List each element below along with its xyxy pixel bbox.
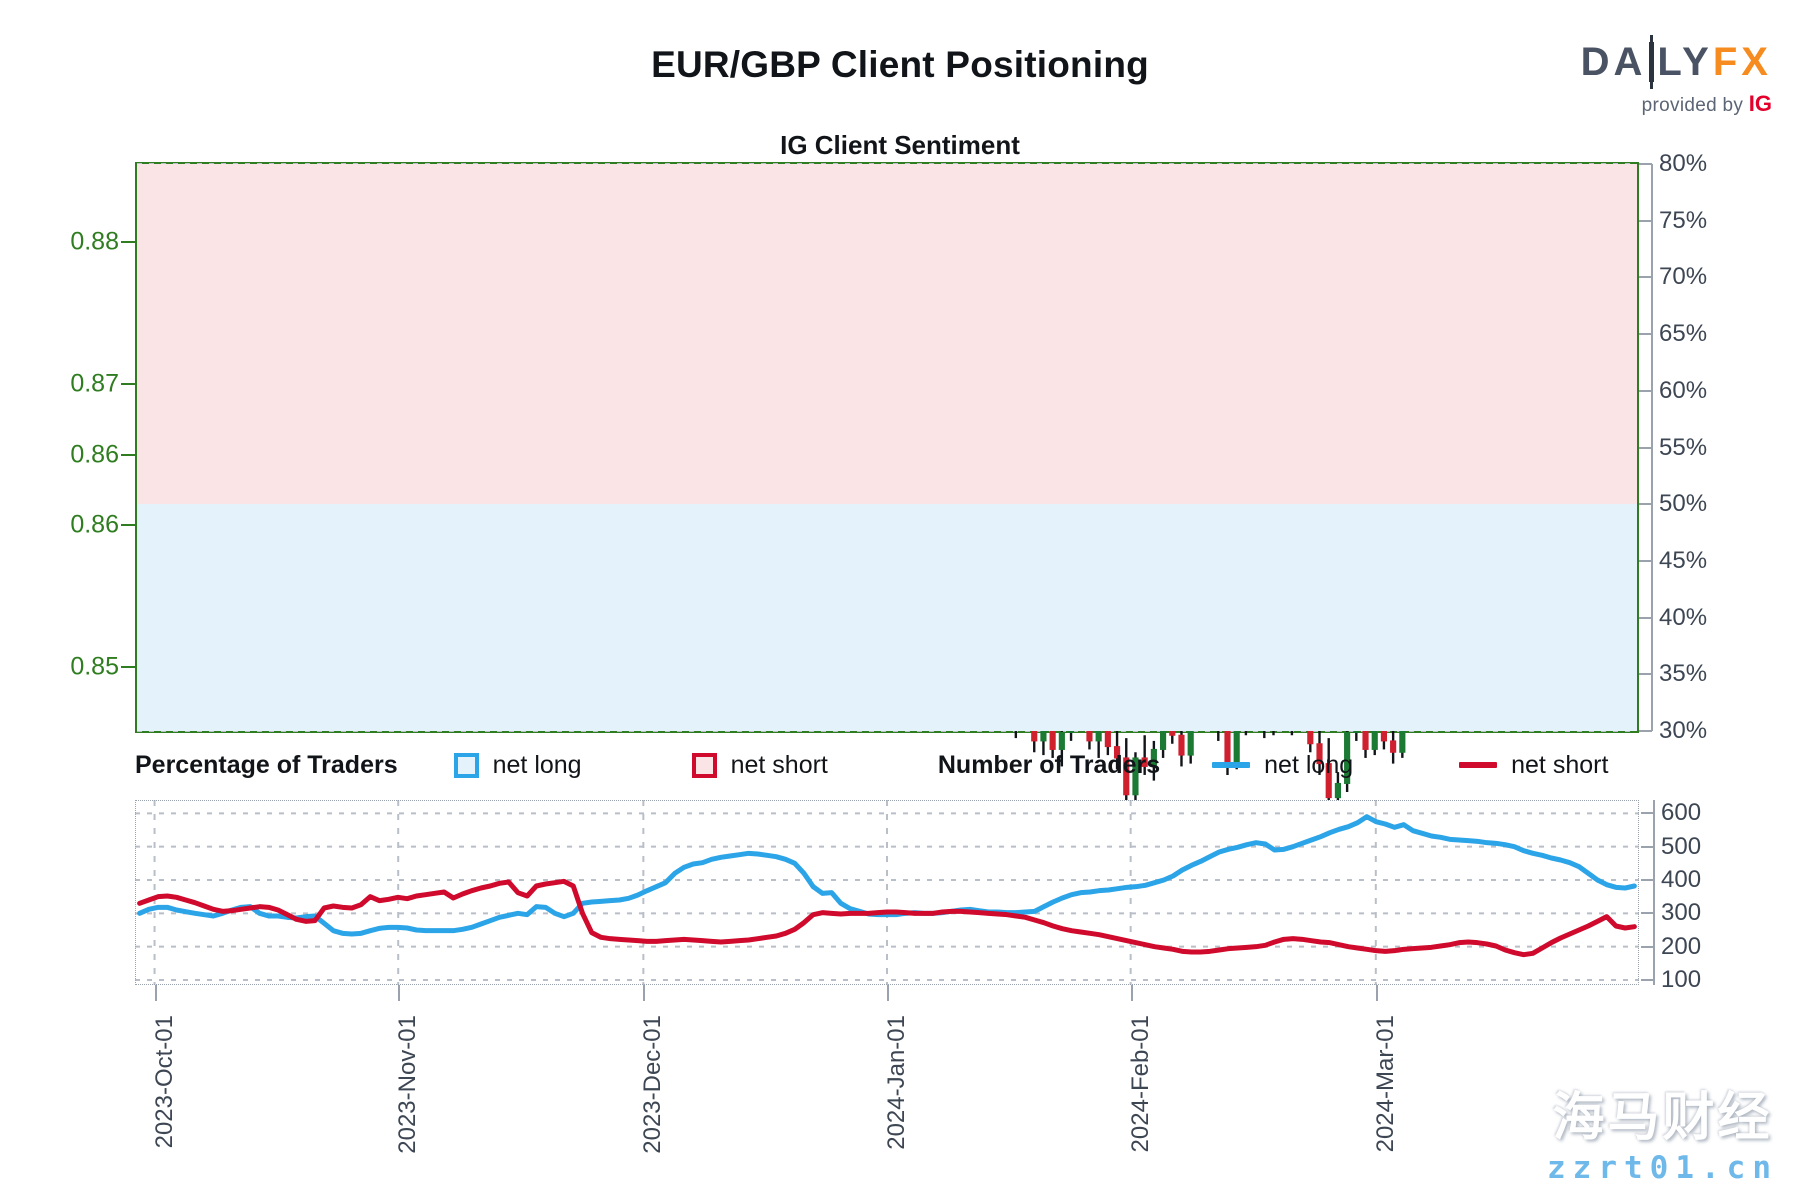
percent-axis-tick-label: 80% [1659, 150, 1708, 177]
percent-axis-tick-mark [1639, 503, 1652, 506]
traders-axis-tick-label: 100 [1661, 966, 1702, 993]
watermark-domain-text: zzrt01.cn [1547, 1150, 1778, 1186]
x-axis-tick-label: 2024-Mar-01 [1371, 1015, 1399, 1153]
site-watermark: 海马财经 zzrt01.cn [1547, 1092, 1778, 1186]
percent-axis-tick-label: 45% [1659, 546, 1708, 574]
traders-count-plot-area: 600 500 400 300 200 100 2023-Oct-01 2023-Nov-0… [135, 799, 1701, 1154]
percent-axis-tick-label: 55% [1659, 433, 1708, 461]
logo-fx-text: FX [1712, 40, 1772, 84]
price-axis-tick-mark [121, 666, 135, 669]
price-axis-tick-label: 0.87 [70, 369, 119, 398]
percent-axis-tick-label: 50% [1659, 490, 1708, 518]
logo-provided-text: provided by [1641, 95, 1749, 116]
x-axis-tick-label: 2024-Jan-01 [883, 1015, 910, 1150]
net-short-band [137, 164, 1637, 505]
logo-wordmark: DA LYFX [1580, 35, 1772, 89]
percent-axis-tick-mark [1639, 616, 1652, 619]
legend-item-pct-net-long[interactable]: net long [453, 750, 582, 780]
watermark-chinese-text: 海马财经 [1552, 1088, 1773, 1148]
x-axis-tick-mark [1375, 985, 1378, 1001]
legend-group-number-title: Number of Traders [937, 750, 1161, 779]
traders-count-canvas [135, 800, 1639, 985]
logo-daily-text-2: LY [1657, 40, 1713, 84]
logo-ig-text: IG [1748, 91, 1772, 116]
traders-axis-tick-mark [1641, 945, 1654, 948]
percent-axis-tick-mark [1639, 333, 1652, 336]
net-long-band [137, 504, 1637, 731]
net-long-box-swatch [453, 752, 479, 778]
legend-item-pct-net-short[interactable]: net short [691, 750, 828, 780]
traders-axis-tick-label: 200 [1661, 932, 1702, 960]
percent-axis-tick-mark [1639, 219, 1652, 222]
page-title: EUR/GBP Client Positioning [651, 44, 1149, 85]
x-axis-tick-mark [887, 985, 889, 1001]
legend-item-num-net-short[interactable]: net short [1459, 751, 1608, 780]
traders-axis-tick-mark [1641, 879, 1654, 881]
price-axis-tick-mark [121, 453, 135, 456]
legend-label: net short [730, 750, 828, 779]
x-axis-tick-label: 2023-Dec-01 [639, 1015, 667, 1154]
chart-subtitle: IG Client Sentiment [780, 130, 1020, 160]
price-axis-tick-label: 0.88 [70, 227, 119, 256]
traders-axis-tick-label: 400 [1661, 866, 1702, 893]
percent-axis-tick-label: 35% [1659, 660, 1708, 688]
traders-axis-tick-mark [1641, 912, 1654, 915]
percent-axis-tick-mark [1639, 163, 1652, 165]
net-long-line-swatch [1212, 762, 1251, 768]
percent-axis-tick-mark [1639, 673, 1652, 676]
percent-axis-tick-label: 60% [1659, 376, 1708, 404]
logo-daily-text: DA [1580, 40, 1647, 84]
traders-axis-tick-mark [1641, 979, 1654, 981]
net-short-line-swatch [1459, 762, 1498, 768]
percent-axis-tick-mark [1639, 559, 1652, 562]
x-axis-tick-label: 2023-Oct-01 [150, 1015, 178, 1149]
x-axis-tick-label: 2024-Feb-01 [1126, 1015, 1154, 1153]
price-axis-tick-label: 0.86 [70, 510, 119, 539]
legend-group-percentage-title: Percentage of Traders [135, 750, 398, 779]
legend-label: net short [1511, 750, 1609, 779]
main-chart-plot-area: 0.88 0.87 0.86 0.86 0.85 80% 75% 70% 65% 60% 55% 5… [70, 150, 1707, 821]
percent-axis-tick-label: 75% [1659, 206, 1708, 234]
price-axis-tick-mark [121, 382, 135, 385]
x-axis-tick-mark [1130, 985, 1133, 1001]
traders-axis-tick-mark [1641, 812, 1654, 815]
traders-axis-tick-label: 300 [1661, 899, 1702, 927]
percent-axis-tick-label: 65% [1659, 320, 1708, 348]
right-axis-line [1653, 800, 1655, 985]
percent-axis-tick-label: 40% [1659, 603, 1708, 631]
price-axis-tick-mark [121, 524, 135, 527]
percent-axis-tick-mark [1639, 730, 1652, 732]
price-axis-tick-label: 0.86 [70, 440, 119, 469]
x-axis-tick-mark [398, 985, 401, 1001]
price-axis-tick-mark [121, 240, 135, 243]
x-axis-tick-mark [643, 985, 646, 1001]
chart-legend: Percentage of Traders net long net short… [135, 742, 1639, 788]
x-axis-tick-mark [154, 985, 157, 1001]
logo-candle-icon [1649, 35, 1655, 89]
percent-axis-tick-mark [1639, 276, 1652, 279]
traders-axis-tick-label: 500 [1661, 832, 1702, 860]
percent-axis-tick-label: 30% [1659, 717, 1708, 744]
price-axis-tick-label: 0.85 [70, 652, 119, 681]
x-axis-tick-label: 2023-Nov-01 [394, 1015, 422, 1154]
traders-axis-tick-mark [1641, 845, 1654, 848]
dailyfx-logo: DA LYFX provided by IG [1580, 35, 1772, 117]
legend-item-num-net-long[interactable]: net long [1212, 751, 1353, 780]
legend-label: net long [492, 750, 582, 779]
net-short-box-swatch [691, 752, 717, 778]
percent-axis-tick-label: 70% [1659, 263, 1708, 291]
percent-axis-tick-mark [1639, 446, 1652, 449]
traders-axis-tick-label: 600 [1661, 799, 1702, 827]
right-axis-line [1651, 164, 1653, 731]
percent-axis-tick-mark [1639, 389, 1652, 392]
logo-provided-by: provided by IG [1581, 91, 1772, 117]
lower-plot-border [135, 800, 1639, 985]
legend-label: net long [1264, 750, 1354, 779]
